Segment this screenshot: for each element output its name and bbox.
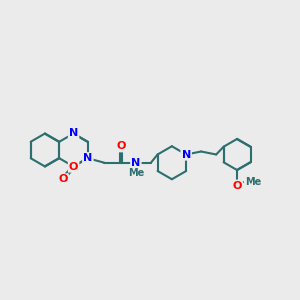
Text: Me: Me bbox=[128, 168, 144, 178]
Text: O: O bbox=[58, 174, 68, 184]
Text: Me: Me bbox=[244, 177, 261, 187]
Text: N: N bbox=[131, 158, 140, 168]
Text: N: N bbox=[83, 153, 92, 163]
Text: O: O bbox=[232, 181, 242, 191]
Text: N: N bbox=[69, 128, 78, 139]
Text: O: O bbox=[116, 141, 126, 151]
Text: N: N bbox=[182, 149, 191, 160]
Text: O: O bbox=[69, 161, 78, 172]
